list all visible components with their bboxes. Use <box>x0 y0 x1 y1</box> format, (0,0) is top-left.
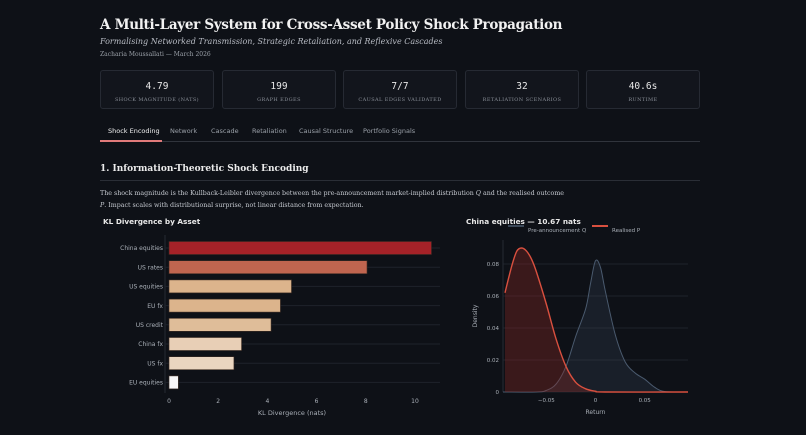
x-tick-label: 0 <box>167 398 171 405</box>
metric-value: 40.6s <box>628 81 658 92</box>
active-tab-indicator <box>100 140 162 142</box>
bar-us-rates <box>168 260 368 275</box>
x-tick-label: 4 <box>265 398 269 405</box>
series-line-pre-announcement-q <box>502 259 689 393</box>
category-label: China fx <box>138 341 163 348</box>
tab-causal-structure[interactable]: Causal Structure <box>299 127 354 135</box>
metric-label: CAUSAL EDGES VALIDATED <box>358 97 442 103</box>
author-line: Zacharia Moussallati — March 2026 <box>100 51 211 58</box>
metric-value: 199 <box>270 81 288 92</box>
symbol-p: P <box>100 202 105 209</box>
metric-value: 32 <box>516 81 528 92</box>
y-tick-label: 0.06 <box>487 294 500 300</box>
bar-eu-equities <box>168 375 179 390</box>
page-title: A Multi-Layer System for Cross-Asset Pol… <box>100 17 563 33</box>
y-tick-label: 0.04 <box>487 326 500 332</box>
metric-label: SHOCK MAGNITUDE (NATS) <box>114 97 200 103</box>
x-tick-label: −0.05 <box>538 398 555 404</box>
density-chart-title: China equities — 10.67 nats <box>466 217 581 226</box>
legend-label: Realised P <box>612 228 641 234</box>
text: . Impact scales with distributional surp… <box>104 202 364 209</box>
x-tick-label: 2 <box>216 398 220 405</box>
metric-label: GRAPH EDGES <box>257 97 301 103</box>
x-tick-label: 0 <box>594 398 598 404</box>
tab-shock-encoding[interactable]: Shock Encoding <box>108 127 160 135</box>
divider <box>100 180 700 181</box>
tab-cascade[interactable]: Cascade <box>211 127 239 135</box>
bar-us-credit <box>168 318 272 332</box>
tab-portfolio-signals[interactable]: Portfolio Signals <box>363 127 416 135</box>
series-fill <box>503 259 688 393</box>
text: and the realised outcome <box>480 190 565 197</box>
series-line-realised-p <box>504 247 689 393</box>
metric-card: 199 GRAPH EDGES <box>222 70 336 109</box>
x-tick-label: 0.05 <box>639 398 652 404</box>
x-tick-label: 10 <box>411 398 419 405</box>
bar-us-fx <box>168 356 235 370</box>
metric-card: 7/7 CAUSAL EDGES VALIDATED <box>343 70 457 109</box>
x-axis-label: KL Divergence (nats) <box>258 409 326 417</box>
y-tick-label: 0.08 <box>487 262 500 268</box>
metric-card: 4.79 SHOCK MAGNITUDE (NATS) <box>100 70 214 109</box>
kl-bar-chart: China equities US rates US equities EU fx US… <box>120 235 440 417</box>
tab-retaliation[interactable]: Retaliation <box>252 127 287 135</box>
section-description: The shock magnitude is the Kullback-Leib… <box>100 188 570 212</box>
symbol-q: Q <box>475 190 481 197</box>
y-axis-label: Density <box>472 304 479 327</box>
page-subtitle: Formalising Networked Transmission, Stra… <box>100 37 443 46</box>
metric-label: RUNTIME <box>628 97 658 103</box>
metric-card: 32 RETALIATION SCENARIOS <box>465 70 579 109</box>
category-label: US fx <box>147 360 163 367</box>
bar-eu-fx <box>168 298 281 313</box>
metric-card: 40.6s RUNTIME <box>586 70 700 109</box>
bar-chart-title: KL Divergence by Asset <box>103 217 201 226</box>
x-tick-label: 8 <box>364 398 368 405</box>
bar-china-fx <box>168 337 242 351</box>
category-label: EU fx <box>147 303 163 310</box>
category-label: US equities <box>129 284 163 291</box>
text: The shock magnitude is the Kullback-Leib… <box>100 190 476 197</box>
metric-value: 4.79 <box>145 81 169 92</box>
y-tick-label: 0 <box>496 390 500 396</box>
tab-bar: Shock Encoding Network Cascade Retaliation C… <box>100 124 700 142</box>
category-label: EU equities <box>129 380 163 387</box>
category-label: US credit <box>136 322 164 329</box>
metric-label: RETALIATION SCENARIOS <box>482 97 562 103</box>
bar-china-equities <box>168 241 432 255</box>
density-chart: 0 0.02 0.04 0.06 0.08 −0.05 0 0.05 Return Density… <box>472 225 689 416</box>
metric-value: 7/7 <box>391 81 409 92</box>
y-tick-label: 0.02 <box>487 358 499 364</box>
x-tick-label: 6 <box>315 398 319 405</box>
series-fill <box>504 248 688 393</box>
tab-network[interactable]: Network <box>170 127 198 135</box>
category-label: US rates <box>138 264 163 271</box>
section-heading: 1. Information-Theoretic Shock Encoding <box>100 164 309 174</box>
bar-us-equities <box>168 279 292 294</box>
category-label: China equities <box>120 245 163 252</box>
x-axis-label: Return <box>586 409 606 416</box>
legend-label: Pre-announcement Q <box>528 228 587 234</box>
